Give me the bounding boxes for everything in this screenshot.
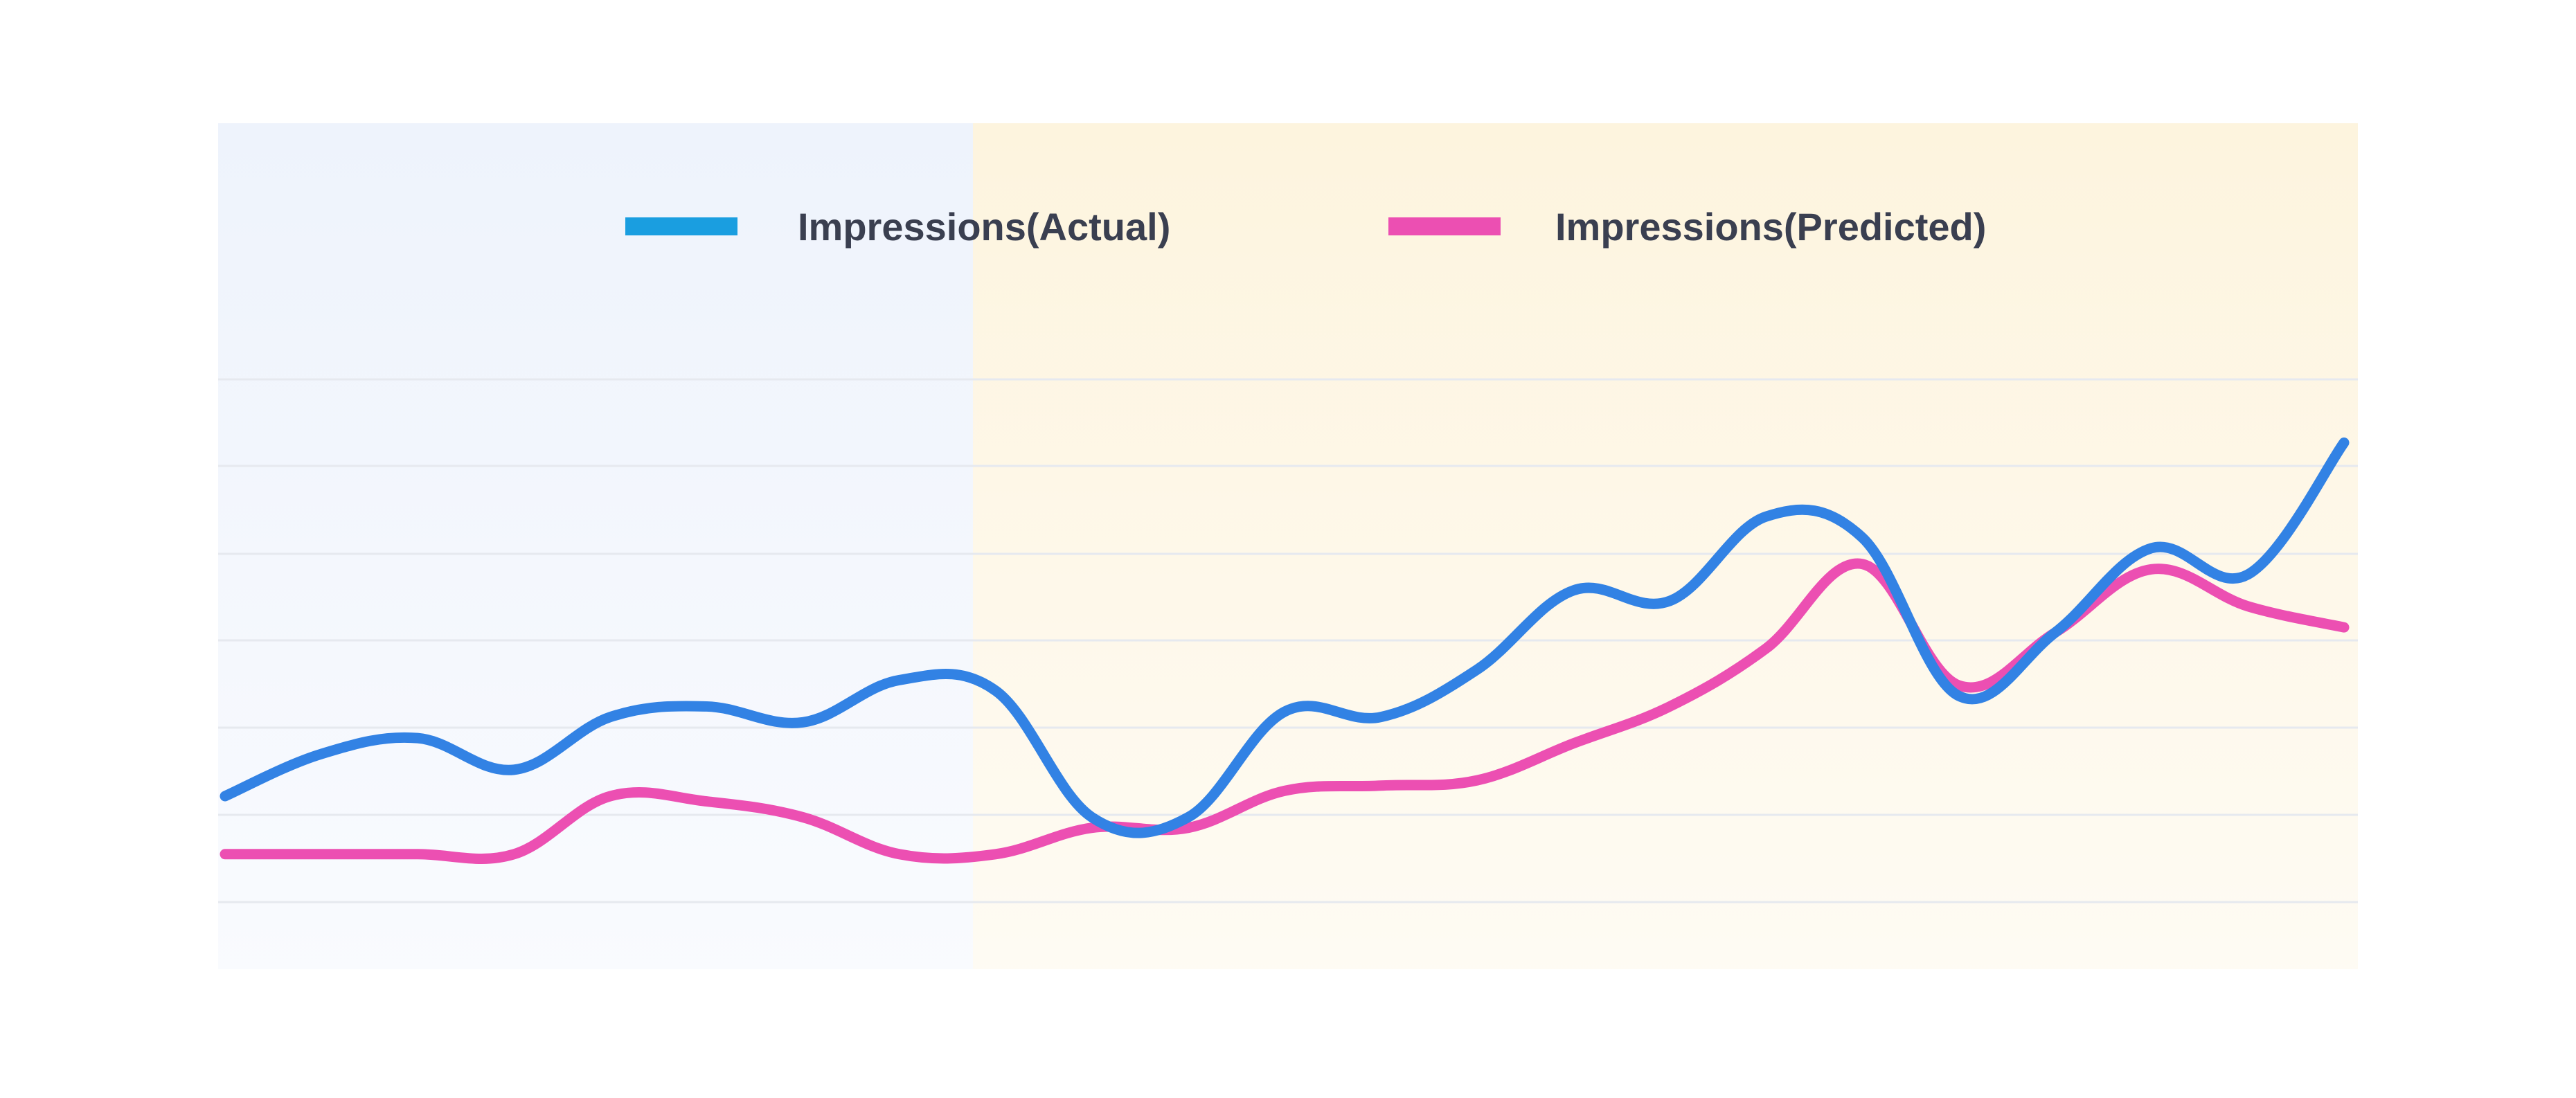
legend-item-actual[interactable]: Impressions(Actual)	[625, 205, 1170, 249]
legend-swatch	[625, 217, 737, 235]
legend-label: Impressions(Actual)	[798, 205, 1170, 249]
legend: Impressions(Actual) Impressions(Predicted…	[625, 205, 1986, 249]
series-lines	[220, 437, 2350, 864]
legend-label: Impressions(Predicted)	[1555, 205, 1986, 249]
legend-swatch	[1388, 217, 1501, 235]
series-line-actual	[220, 437, 2350, 838]
legend-item-predicted[interactable]: Impressions(Predicted)	[1388, 205, 1986, 249]
series-line-predicted	[220, 558, 2350, 864]
highlight-region-1	[218, 123, 973, 969]
